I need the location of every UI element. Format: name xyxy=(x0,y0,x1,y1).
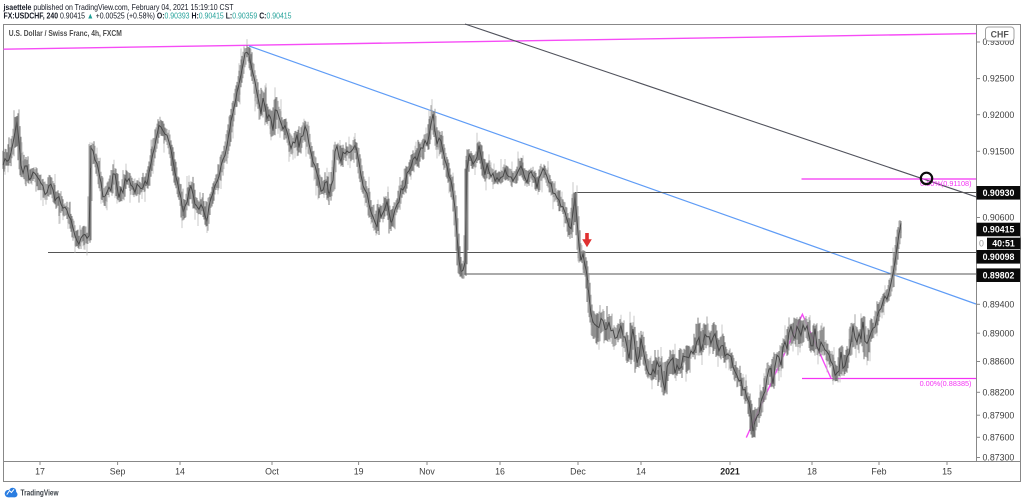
svg-text:0.90930: 0.90930 xyxy=(983,188,1015,198)
svg-text:0.87600: 0.87600 xyxy=(983,432,1015,442)
svg-text:0: 0 xyxy=(979,239,984,249)
svg-text:14: 14 xyxy=(636,467,646,477)
svg-text:0.87300: 0.87300 xyxy=(983,453,1015,463)
svg-text:TradingView: TradingView xyxy=(21,489,60,498)
svg-text:0.89400: 0.89400 xyxy=(983,299,1015,309)
svg-text:0.93000: 0.93000 xyxy=(983,37,1015,47)
svg-text:14: 14 xyxy=(175,467,185,477)
svg-text:18: 18 xyxy=(807,467,817,477)
svg-text:0.92500: 0.92500 xyxy=(983,74,1015,84)
svg-text:2021: 2021 xyxy=(720,467,740,477)
svg-text:jsaettele published on Trading: jsaettele published on TradingView.com, … xyxy=(3,3,234,12)
svg-text:0.88200: 0.88200 xyxy=(983,387,1015,397)
svg-text:15: 15 xyxy=(942,467,952,477)
svg-text:0.92000: 0.92000 xyxy=(983,110,1015,120)
svg-text:0.87900: 0.87900 xyxy=(983,410,1015,420)
svg-text:Oct: Oct xyxy=(265,467,279,477)
svg-text:Sep: Sep xyxy=(110,467,126,477)
svg-text:0.00%(0.91108): 0.00%(0.91108) xyxy=(920,179,971,188)
svg-text:0.00%(0.88385): 0.00%(0.88385) xyxy=(920,379,972,388)
svg-text:0.90415: 0.90415 xyxy=(983,225,1015,235)
svg-text:U.S. Dollar / Swiss Franc, 4h,: U.S. Dollar / Swiss Franc, 4h, FXCM xyxy=(9,28,122,38)
svg-text:0.90098: 0.90098 xyxy=(983,252,1015,262)
svg-text:16: 16 xyxy=(495,467,505,477)
svg-text:0.89000: 0.89000 xyxy=(983,328,1015,338)
svg-text:19: 19 xyxy=(354,467,364,477)
svg-text:0.89802: 0.89802 xyxy=(983,270,1015,280)
svg-text:Feb: Feb xyxy=(871,467,886,477)
svg-text:40:51: 40:51 xyxy=(992,239,1015,249)
svg-text:0.88600: 0.88600 xyxy=(983,357,1015,367)
svg-text:0.91500: 0.91500 xyxy=(983,146,1015,156)
svg-text:0.90600: 0.90600 xyxy=(983,213,1015,223)
svg-text:Dec: Dec xyxy=(570,467,586,477)
svg-text:CHF: CHF xyxy=(991,29,1010,39)
svg-text:FX:USDCHF, 240 0.90415 ▲ +0.00: FX:USDCHF, 240 0.90415 ▲ +0.00525 (+0.58… xyxy=(4,11,292,20)
svg-text:Nov: Nov xyxy=(419,467,435,477)
svg-text:17: 17 xyxy=(35,467,45,477)
